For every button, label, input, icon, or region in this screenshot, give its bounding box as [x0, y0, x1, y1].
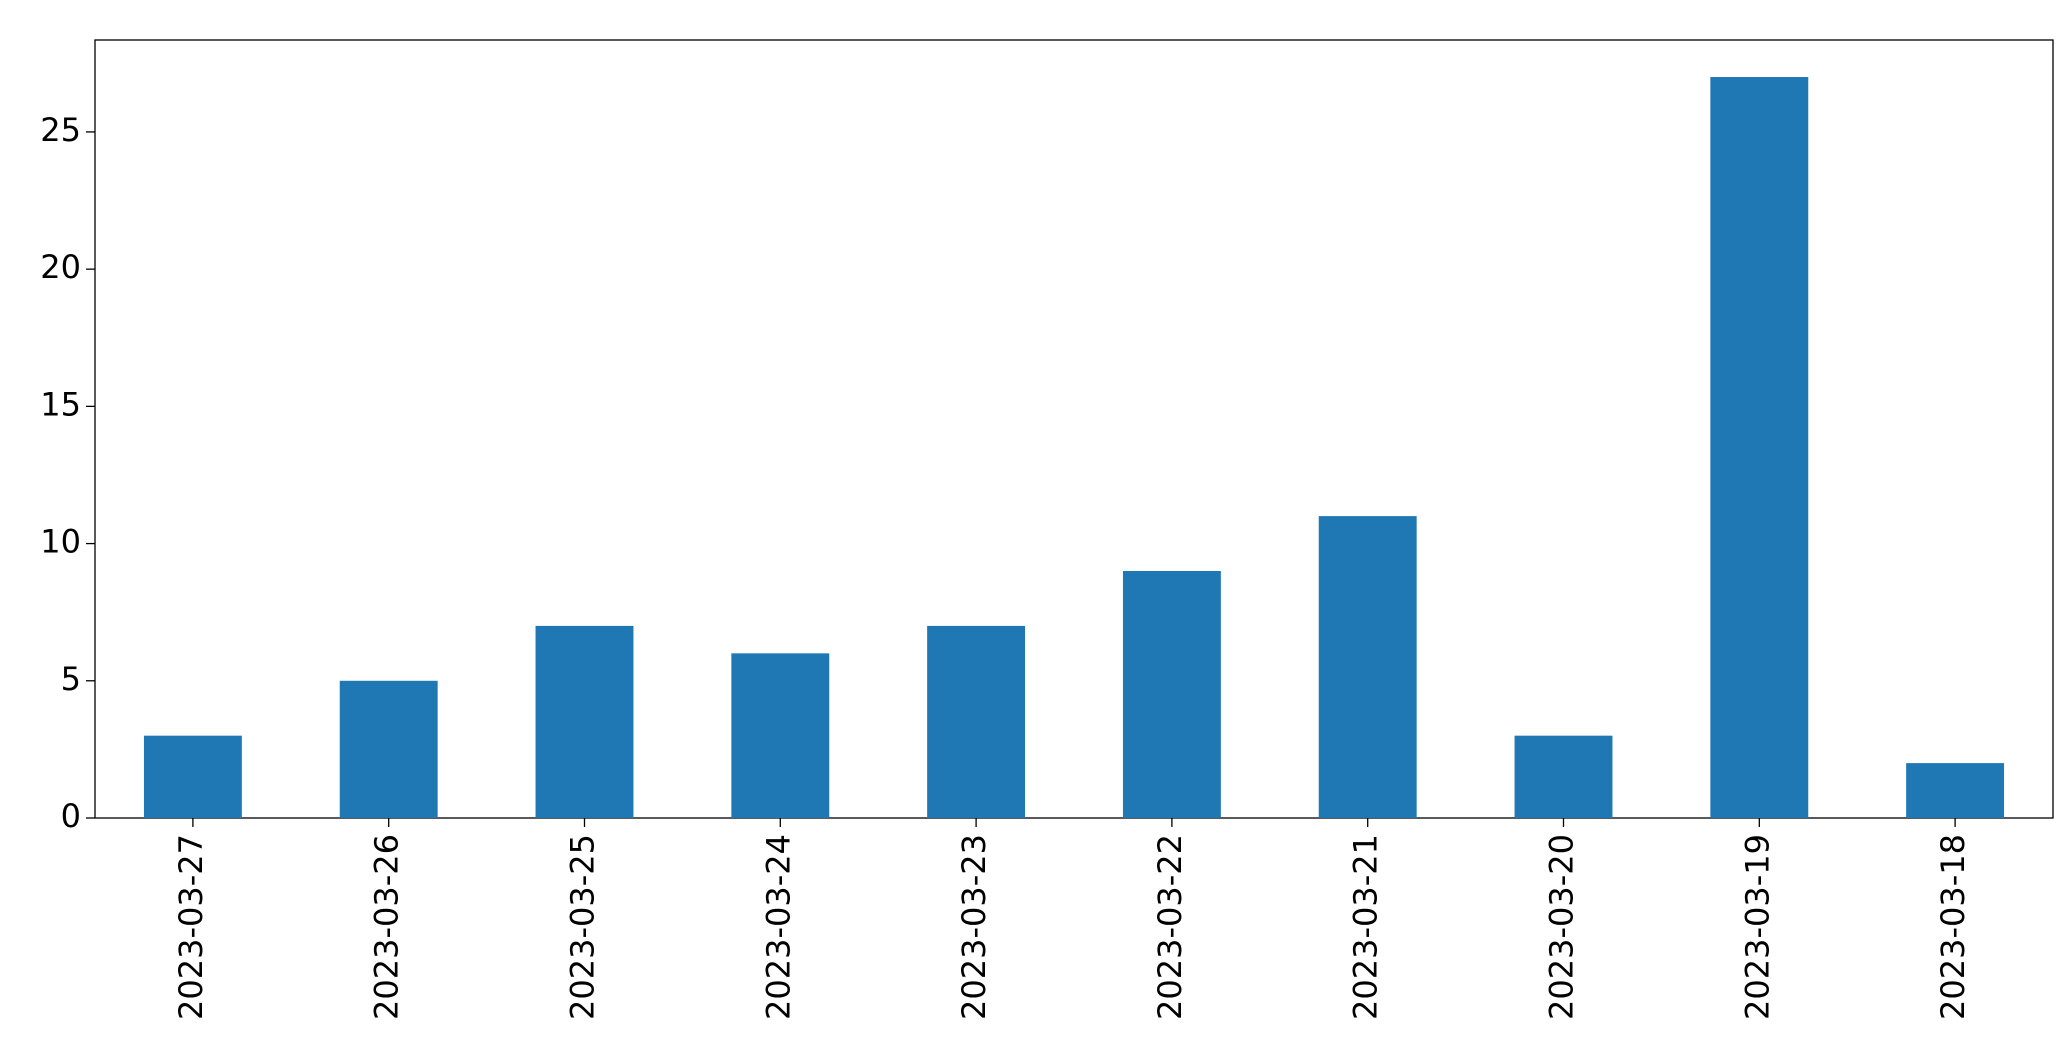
bar: [1906, 763, 2005, 818]
x-tick-label: 2023-03-27: [172, 834, 210, 1020]
axes-frame: [94, 39, 2054, 819]
bar: [927, 625, 1026, 818]
bar: [339, 680, 438, 818]
x-tick-label: 2023-03-19: [1738, 834, 1776, 1020]
bar: [535, 625, 634, 818]
bar: [143, 735, 242, 818]
bar: [731, 653, 830, 818]
x-tick-label: 2023-03-21: [1347, 834, 1385, 1020]
y-tick-label: 15: [40, 385, 81, 423]
bar: [1318, 516, 1417, 818]
x-tick-label: 2023-03-20: [1543, 834, 1581, 1020]
y-tick-label: 25: [40, 111, 81, 149]
y-tick-label: 10: [40, 523, 81, 561]
bar: [1514, 735, 1613, 818]
y-tick-label: 0: [61, 797, 81, 835]
bar: [1710, 77, 1809, 819]
bar: [1122, 571, 1221, 818]
x-tick-label: 2023-03-22: [1151, 834, 1189, 1020]
x-tick-label: 2023-03-18: [1934, 834, 1972, 1020]
y-tick-label: 5: [61, 660, 81, 698]
x-tick-label: 2023-03-24: [759, 834, 797, 1020]
y-tick-label: 20: [40, 248, 81, 286]
x-tick-label: 2023-03-23: [955, 834, 993, 1020]
x-tick-label: 2023-03-26: [368, 834, 406, 1020]
x-tick-label: 2023-03-25: [564, 834, 602, 1020]
